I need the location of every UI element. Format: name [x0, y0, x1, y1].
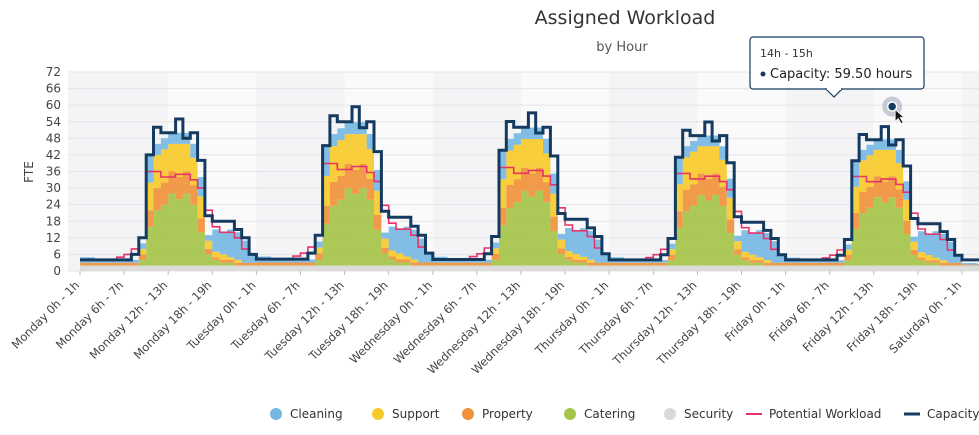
chart-title: Assigned Workload: [535, 7, 716, 29]
y-tick-label: 0: [53, 264, 61, 278]
mouse-cursor-icon: [894, 108, 906, 125]
chart-subtitle: by Hour: [596, 40, 648, 55]
x-tick-label: Wednesday 6h - 7h: [391, 278, 479, 366]
legend-symbol: [564, 408, 576, 420]
legend-item-property[interactable]: Property: [462, 407, 533, 421]
area-catering: [80, 187, 979, 266]
legend-item-support[interactable]: Support: [372, 407, 440, 421]
x-tick-label: Monday 18h - 19h: [131, 278, 215, 362]
legend-item-security[interactable]: Security: [664, 407, 733, 421]
series-lines: [80, 105, 979, 262]
legend-item-capacity[interactable]: Capacity: [904, 407, 979, 421]
line-potential-workload: [80, 162, 979, 261]
area-cleaning: [80, 122, 979, 265]
x-tick-label: Thursday 6h - 7h: [576, 278, 656, 358]
legend-label: Capacity: [927, 407, 979, 421]
x-tick-label: Thursday 0h - 1h: [532, 278, 612, 358]
hover-point[interactable]: [886, 101, 898, 112]
y-tick-label: 24: [46, 198, 61, 212]
legend-item-potential-workload[interactable]: Potential Workload: [746, 407, 881, 421]
legend[interactable]: Cleaning Support Property Catering Security P…: [270, 407, 979, 421]
legend-item-cleaning[interactable]: Cleaning: [270, 407, 343, 421]
area-security: [80, 265, 979, 271]
y-tick-label: 72: [46, 65, 61, 79]
y-tick-label: 12: [46, 231, 61, 245]
tooltip-header: 14h - 15h: [760, 47, 813, 60]
legend-symbol: [664, 408, 676, 420]
tooltip-bullet: [760, 71, 766, 77]
y-tick-label: 42: [46, 148, 61, 162]
y-tick-label: 54: [46, 115, 61, 129]
x-tick-label: Thursday 18h - 19h: [654, 278, 744, 368]
legend-symbol: [372, 408, 384, 420]
y-tick-label: 30: [46, 181, 61, 195]
legend-symbol: [270, 408, 282, 420]
area-support: [80, 134, 979, 265]
x-tick-label: Wednesday 0h - 1h: [347, 278, 435, 366]
tooltip-pointer-cover: [827, 87, 841, 90]
y-tick-label: 36: [46, 165, 61, 179]
legend-label: Security: [684, 407, 733, 421]
y-axis-ticks: 0 6 12 18 24 30 36 42 48 54 60 66 72: [46, 65, 61, 278]
legend-label: Property: [482, 407, 533, 421]
x-tick-label: Tuesday 12h - 13h: [261, 278, 346, 363]
legend-label: Catering: [584, 407, 635, 421]
y-tick-label: 66: [46, 82, 61, 96]
y-tick-label: 18: [46, 214, 61, 228]
legend-label: Cleaning: [290, 407, 343, 421]
x-tick-label: Tuesday 18h - 19h: [305, 278, 390, 363]
legend-label: Potential Workload: [769, 407, 881, 421]
y-axis-label: FTE: [22, 161, 36, 183]
y-tick-label: 6: [53, 247, 61, 261]
stacked-areas: [80, 122, 979, 271]
x-tick-label: Monday 12h - 13h: [87, 278, 171, 362]
line-capacity: [80, 105, 979, 262]
y-tick-label: 48: [46, 131, 61, 145]
x-tick-label: Thursday 12h - 13h: [609, 278, 699, 368]
legend-symbol: [462, 408, 474, 420]
y-tick-label: 60: [46, 98, 61, 112]
tooltip-text: Capacity: 59.50 hours: [770, 67, 913, 82]
legend-item-catering[interactable]: Catering: [564, 407, 635, 421]
area-property: [80, 164, 979, 266]
tooltip: 14h - 15h Capacity: 59.50 hours: [749, 36, 925, 125]
legend-label: Support: [392, 407, 440, 421]
